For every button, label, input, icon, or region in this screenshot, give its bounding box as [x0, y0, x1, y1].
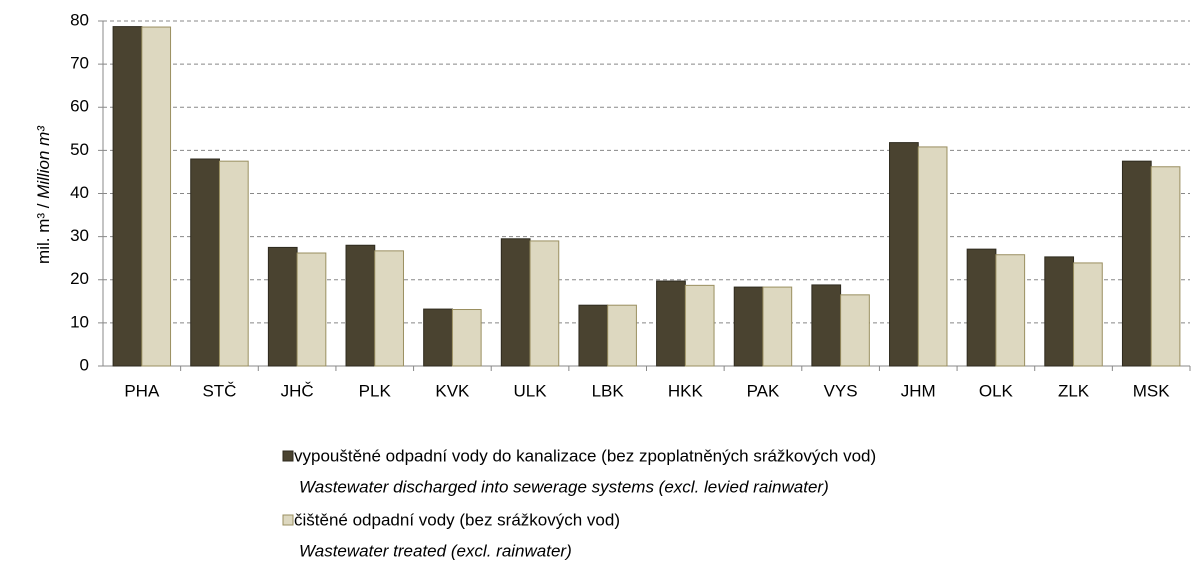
x-tick-label: HKK	[668, 381, 704, 400]
x-tick-label: VYS	[824, 381, 858, 400]
y-tick-label: 30	[70, 226, 89, 245]
y-tick-label: 20	[70, 269, 89, 288]
bar	[190, 158, 220, 367]
bar	[141, 26, 172, 367]
legend-swatch	[282, 450, 294, 462]
bar	[451, 309, 482, 367]
x-tick-label: OLK	[979, 381, 1014, 400]
bar	[811, 284, 842, 367]
bar	[733, 286, 764, 367]
bar	[374, 250, 404, 367]
bar	[889, 142, 919, 367]
y-label: mil. m³ /	[34, 199, 53, 264]
bar	[112, 26, 143, 367]
bar	[578, 304, 609, 367]
bar	[423, 308, 453, 367]
x-tick-label: STČ	[202, 381, 236, 400]
y-tick-label: 40	[70, 183, 89, 202]
x-tick-label: ULK	[513, 381, 547, 400]
x-tick-label: PHA	[124, 381, 160, 400]
x-tick-label: LBK	[592, 381, 625, 400]
bar	[840, 294, 870, 367]
bar	[656, 280, 686, 367]
bar	[529, 240, 560, 367]
bar	[500, 238, 531, 367]
bar	[995, 254, 1026, 367]
bar	[267, 246, 298, 367]
legend-label: vypouštěné odpadní vody do kanalizace (b…	[294, 446, 876, 465]
y-label-en: Million m³	[34, 125, 53, 199]
legend-label-en: Wastewater discharged into sewerage syst…	[299, 477, 829, 496]
bar	[1044, 256, 1075, 367]
x-tick-label: PLK	[359, 381, 392, 400]
bar	[345, 244, 376, 367]
y-tick-label: 10	[70, 312, 89, 331]
bar	[966, 248, 997, 367]
x-tick-label: JHČ	[281, 381, 314, 400]
bar	[684, 284, 715, 367]
y-axis-title: mil. m³ / Million m³	[34, 125, 53, 264]
bar	[296, 252, 327, 367]
bar	[1073, 262, 1103, 367]
legend-label: čištěné odpadní vody (bez srážkových vod…	[294, 510, 620, 529]
bar	[1121, 160, 1152, 367]
y-tick-label: 80	[70, 10, 89, 29]
x-tick-label: JHM	[901, 381, 936, 400]
y-tick-label: 50	[70, 140, 89, 159]
x-tick-label: MSK	[1133, 381, 1171, 400]
bar	[607, 304, 637, 367]
bar	[917, 146, 948, 367]
x-tick-label: ZLK	[1058, 381, 1090, 400]
bar	[1150, 166, 1181, 367]
y-tick-label: 70	[70, 54, 89, 73]
x-tick-label: PAK	[747, 381, 780, 400]
bar	[762, 286, 793, 367]
x-tick-label: KVK	[435, 381, 470, 400]
y-tick-label: 0	[80, 355, 89, 374]
y-tick-label: 60	[70, 97, 89, 116]
legend-label-en: Wastewater treated (excl. rainwater)	[299, 541, 572, 560]
bar	[218, 160, 249, 367]
legend-swatch	[282, 514, 294, 526]
